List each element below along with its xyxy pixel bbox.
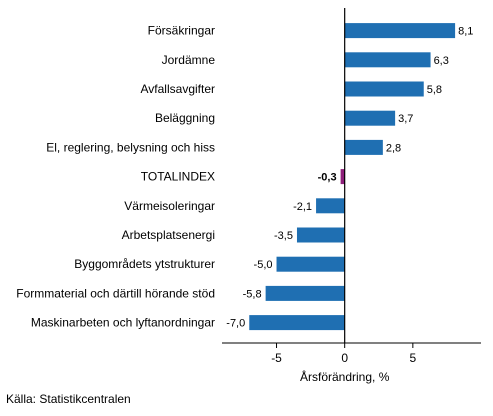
- value-label-2: 5,8: [427, 84, 442, 96]
- value-labels: 8,1 6,3 5,8 3,7 2,8 -0,3 -2,1 -3,5 -5,0 -5,8 -7,0: [226, 26, 473, 330]
- x-tick-label-0: -5: [271, 351, 282, 365]
- value-label-6: -2,1: [293, 201, 312, 213]
- bar-3: [344, 110, 396, 126]
- bar-2: [344, 81, 424, 97]
- value-label-9: -5,8: [243, 288, 262, 300]
- category-label-3: Beläggning: [155, 111, 215, 125]
- category-label-9: Formmaterial och därtill hörande stöd: [16, 286, 215, 300]
- bar-10: [249, 315, 345, 331]
- value-label-4: 2,8: [386, 142, 401, 154]
- category-label-6: Värmeisoleringar: [124, 199, 215, 213]
- category-label-8: Byggområdets ytstrukturer: [74, 257, 215, 271]
- x-axis-ticks: -5 0 5: [271, 343, 416, 365]
- value-label-7: -3,5: [274, 230, 293, 242]
- bar-4: [344, 139, 383, 155]
- bar-1: [344, 52, 431, 68]
- value-label-3: 3,7: [398, 113, 413, 125]
- value-label-8: -5,0: [254, 259, 273, 271]
- value-label-1: 6,3: [434, 55, 449, 67]
- bars-group: [249, 23, 456, 331]
- x-axis-title: Årsförändring, %: [300, 369, 390, 384]
- category-label-7: Arbetsplatsenergi: [122, 228, 215, 242]
- bar-9: [265, 285, 345, 301]
- category-label-1: Jordämne: [162, 53, 216, 67]
- value-label-0: 8,1: [458, 26, 473, 38]
- bar-8: [276, 256, 345, 272]
- category-label-10: Maskinarbeten och lyftanordningar: [31, 316, 215, 330]
- x-tick-label-2: 5: [409, 351, 416, 365]
- value-label-10: -7,0: [226, 318, 245, 330]
- source-note: Källa: Statistikcentralen: [6, 392, 131, 406]
- category-label-5: TOTALINDEX: [141, 170, 215, 184]
- bar-0: [344, 23, 456, 39]
- bar-6: [316, 198, 345, 214]
- bar-5: [340, 169, 345, 185]
- category-label-4: El, reglering, belysning och hiss: [46, 140, 215, 154]
- value-label-5: -0,3: [318, 172, 337, 184]
- bar-7: [296, 227, 345, 243]
- x-tick-label-1: 0: [341, 351, 348, 365]
- category-label-2: Avfallsavgifter: [141, 82, 215, 96]
- category-labels: Försäkringar Jordämne Avfallsavgifter Beläg…: [16, 24, 215, 330]
- category-label-0: Försäkringar: [148, 24, 215, 38]
